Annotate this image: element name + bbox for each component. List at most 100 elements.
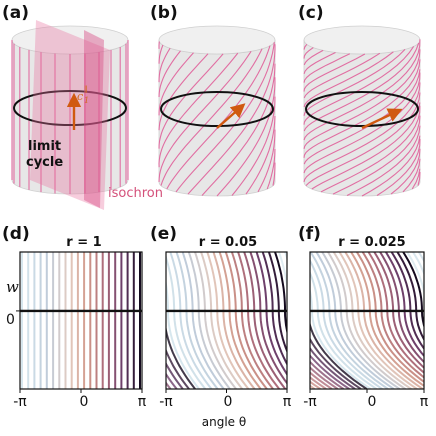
isochron-line <box>402 158 421 193</box>
isochron-curve <box>274 252 287 336</box>
plot-panel-e <box>123 251 288 393</box>
isochron-line <box>303 72 421 174</box>
cylinder-body <box>159 40 275 196</box>
isochron-curve-wrapped <box>166 325 196 389</box>
x-tick-e-right: π <box>283 394 292 410</box>
isochron-line <box>303 49 406 116</box>
isochron-line <box>346 125 421 196</box>
isochron-line <box>417 171 421 186</box>
isochron-line <box>303 52 381 99</box>
isochron-curve <box>367 252 424 374</box>
isochron-curve <box>206 252 250 389</box>
r-label-f: r = 0.025 <box>338 235 405 250</box>
cylinder-top <box>158 25 276 55</box>
isochron-curve <box>356 252 424 383</box>
isochron-line <box>158 53 209 131</box>
isochron-line <box>303 49 421 150</box>
isochron-line <box>311 102 421 190</box>
x-tick-d-left: -π <box>13 394 27 410</box>
isochron-line <box>201 63 276 196</box>
isochron-curve <box>255 252 287 377</box>
isochron-curve-wrapped <box>278 252 287 293</box>
isochron-line <box>303 82 421 183</box>
isochron-line <box>231 96 276 196</box>
isochron-curve <box>218 252 262 389</box>
isochron-curve <box>350 252 424 388</box>
isochron-line <box>245 115 276 195</box>
isochron-line <box>332 115 421 195</box>
isochron-line <box>305 92 421 186</box>
y-tick-zero: 0 <box>6 312 15 328</box>
x-tick-f-mid: 0 <box>368 394 377 410</box>
isochron-line <box>303 52 336 74</box>
isochron-curve <box>237 252 280 389</box>
isochron-line <box>390 148 421 195</box>
isochron-curve <box>385 252 424 358</box>
isochron-curve <box>310 270 378 389</box>
x-tick-d-mid: 0 <box>80 394 89 410</box>
isochron-line <box>266 148 276 190</box>
isochron-curve <box>396 252 424 342</box>
isochron-curve <box>181 252 225 389</box>
isochron-line <box>320 105 421 193</box>
plot-curves <box>310 252 436 389</box>
isochron-curve-wrapped <box>430 252 436 389</box>
limit-cycle-ellipse <box>160 91 274 127</box>
plot-panel-f <box>309 251 436 393</box>
isochron-line <box>158 47 171 83</box>
isochron-line <box>303 53 366 92</box>
vector-c1-label: c ∥ 1 <box>77 85 89 105</box>
x-tick-f-left: -π <box>303 394 317 410</box>
isochron-curve-wrapped <box>417 252 424 263</box>
isochron-line <box>376 138 421 196</box>
isochron-line <box>158 52 194 116</box>
plot-curves <box>123 252 287 389</box>
isochron-curve <box>187 252 231 389</box>
isochron-line <box>303 46 415 125</box>
isochron-curve <box>338 252 418 389</box>
y-axis-label: w <box>6 278 19 296</box>
isochron-line <box>158 44 164 64</box>
vector-superscript: ∥ <box>84 85 88 94</box>
isochron-curve-wrapped <box>310 337 362 389</box>
isochron-line <box>303 59 421 158</box>
r-label-e: r = 0.05 <box>199 235 257 250</box>
isochron-line <box>303 49 324 66</box>
isochron-line <box>158 53 224 149</box>
isochron-curve-wrapped <box>123 252 164 389</box>
isochron-curve <box>361 252 424 379</box>
isochron-curve <box>175 252 219 389</box>
x-tick-e-mid: 0 <box>224 394 233 410</box>
isochron-curve <box>315 252 395 389</box>
cylinder-panel-b <box>158 25 276 197</box>
isochron-line <box>303 47 314 59</box>
isochron-curve <box>310 252 389 389</box>
isochron-curve-wrapped <box>310 320 368 389</box>
isochron-line <box>158 50 181 98</box>
cylinder-panel-c <box>303 25 421 197</box>
isochron-curve-wrapped <box>166 381 172 389</box>
panel-label-e: (e) <box>150 224 177 244</box>
plot-panel-d <box>16 251 143 393</box>
isochron-curve <box>243 252 287 389</box>
vector-subscript: 1 <box>84 96 89 105</box>
x-tick-e-left: -π <box>159 394 173 410</box>
isochron-curve <box>373 252 424 369</box>
isochron-curve-wrapped <box>423 252 424 253</box>
isochron-plane <box>30 20 110 210</box>
isochron-curve <box>332 252 412 389</box>
panel-label-c: (c) <box>298 3 324 23</box>
isochron-line <box>361 135 421 197</box>
r-label-d: r = 1 <box>66 235 101 250</box>
x-axis-label: angle θ <box>202 415 246 429</box>
limit-cycle-ellipse <box>305 91 419 127</box>
limit-cycle-label-line1: limit <box>28 139 61 154</box>
x-tick-f-right: π <box>420 394 429 410</box>
isochron-curve <box>310 258 383 389</box>
vector-c-symbol: c <box>77 90 83 103</box>
isochron-curve <box>230 252 274 389</box>
isochron-curve <box>402 252 424 329</box>
plot-curves <box>21 252 141 389</box>
isochron-line <box>257 129 276 193</box>
isochron-line <box>411 168 421 190</box>
